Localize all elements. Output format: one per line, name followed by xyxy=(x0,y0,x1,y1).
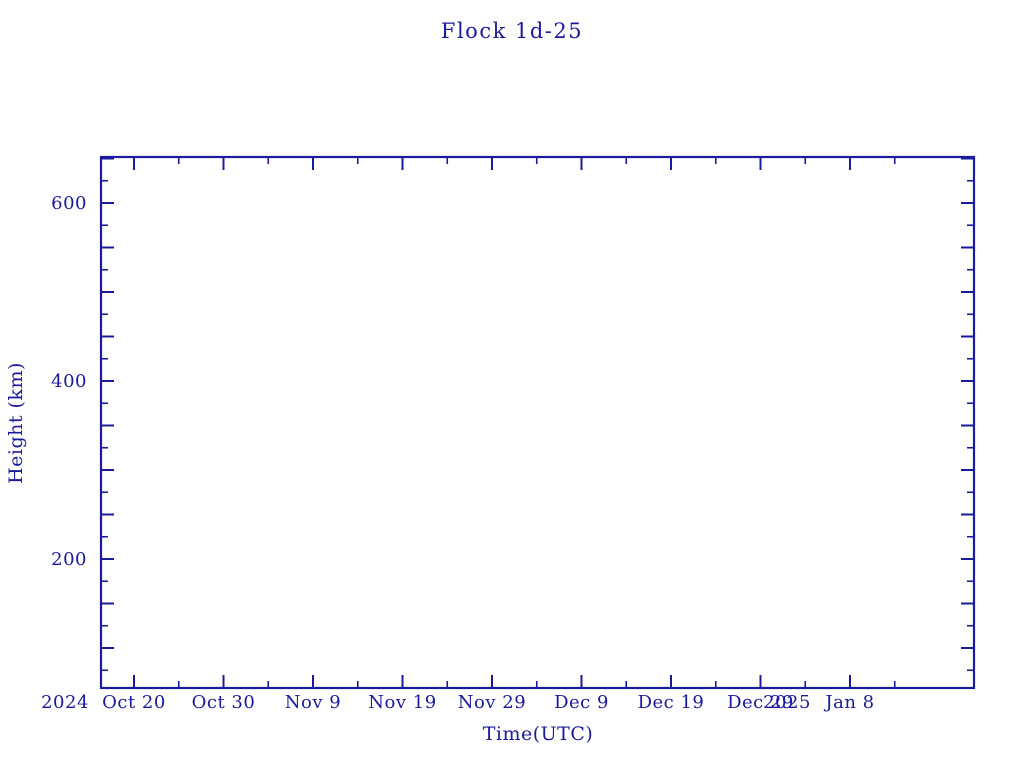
chart-title: Flock 1d-25 xyxy=(441,19,583,43)
x-axis-tick-label: Jan 8 xyxy=(823,692,874,713)
x-axis-tick-label: Nov 29 xyxy=(458,692,526,713)
y-axis-ticks xyxy=(101,157,974,672)
y-axis-tick-label: 400 xyxy=(51,371,87,392)
x-axis-tick-label: Oct 20 xyxy=(102,692,166,713)
y-axis-tick-label: 200 xyxy=(51,549,87,570)
y-axis-title: Height (km) xyxy=(5,362,27,484)
x-axis-tick-label: Dec 19 xyxy=(638,692,705,713)
x-axis-ticks xyxy=(133,157,896,688)
x-axis-year-label: 2025 xyxy=(763,692,811,713)
x-axis-year-label: 2024 xyxy=(41,692,89,713)
y-axis-tick-label: 600 xyxy=(51,193,87,214)
x-axis-tick-label: Nov 19 xyxy=(368,692,436,713)
x-axis-tick-label: Dec 9 xyxy=(554,692,609,713)
y-axis-tick-labels: 200 400 600 xyxy=(51,193,87,570)
x-axis-title: Time(UTC) xyxy=(483,723,594,745)
x-axis-tick-label: Oct 30 xyxy=(192,692,256,713)
x-axis-tick-label: Nov 9 xyxy=(285,692,341,713)
x-axis-tick-labels: Oct 20 Oct 30 Nov 9 Nov 19 Nov 29 Dec 9 Dec 19… xyxy=(41,692,874,713)
x-axis-tick-label: Dec 29 xyxy=(727,692,794,713)
